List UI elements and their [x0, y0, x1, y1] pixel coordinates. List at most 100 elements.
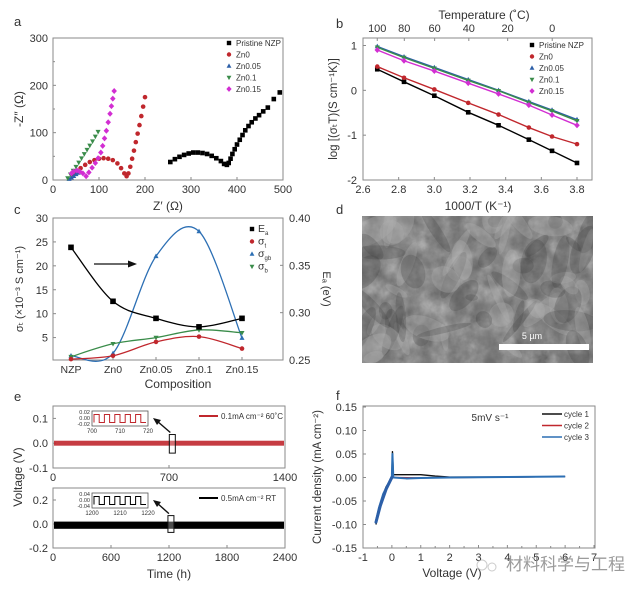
fit-line — [377, 46, 578, 122]
grain-facet — [362, 245, 406, 260]
inset-square-wave — [93, 414, 146, 423]
data-point — [140, 104, 146, 109]
plot-frame — [52, 217, 284, 361]
grain-facet — [578, 228, 593, 273]
grain-facet — [395, 292, 407, 343]
grain-facet — [362, 233, 384, 260]
legend-label: Ea — [258, 223, 269, 237]
data-point — [80, 170, 86, 177]
panel-letter-b: b — [336, 16, 343, 31]
data-point — [74, 167, 80, 174]
data-point — [496, 123, 501, 128]
top-x-tick-label: 40 — [463, 23, 475, 35]
grain-facet — [451, 240, 473, 280]
data-point — [465, 100, 471, 106]
data-point — [87, 143, 93, 149]
data-point — [111, 88, 117, 95]
x-tick-label: 700 — [160, 472, 178, 484]
legend-label: cycle 2 — [564, 422, 589, 431]
data-point — [432, 93, 437, 99]
grain-facet — [487, 274, 510, 323]
grain-facet — [378, 302, 393, 320]
data-point — [200, 150, 205, 156]
fit-line — [377, 49, 578, 126]
panel-letter-d: d — [336, 202, 343, 217]
grain-facet — [362, 307, 376, 353]
x-tick-label: 3.4 — [498, 184, 513, 196]
plot-frame — [362, 37, 593, 181]
grain-facet — [400, 254, 426, 289]
data-point — [249, 119, 255, 125]
data-point — [95, 129, 101, 135]
grain-facet — [440, 251, 467, 299]
y-tick-label: 0.0 — [33, 438, 48, 450]
data-point — [242, 128, 248, 133]
grain-facet — [363, 351, 384, 363]
y-tick-label: 100 — [30, 128, 48, 140]
y-tick-label: 0 — [42, 175, 48, 187]
series-curve — [70, 246, 243, 328]
data-point — [401, 57, 407, 64]
grain-facet — [362, 216, 397, 248]
grain-facet — [381, 305, 404, 356]
top-x-tick-label: 20 — [502, 23, 514, 35]
x-tick-label: 100 — [90, 184, 108, 196]
x-tick-label: 1 — [418, 552, 424, 564]
data-point — [230, 151, 235, 157]
grain-facet — [527, 216, 573, 237]
data-point — [177, 154, 182, 160]
data-point — [401, 75, 407, 81]
x-tick-label: 3.6 — [534, 184, 549, 196]
grain-facet — [386, 216, 415, 244]
data-point — [465, 80, 471, 87]
legend-marker — [249, 226, 255, 232]
grain-facet — [384, 308, 399, 342]
legend-label: Pristine NZP — [236, 39, 281, 48]
inset-pointer-arrow — [156, 420, 171, 434]
data-point — [127, 164, 133, 170]
x-tick-label: Zn0 — [104, 364, 122, 376]
x-tick-label: 4 — [504, 552, 510, 564]
x-tick-label: 2.6 — [355, 184, 370, 196]
data-point — [549, 148, 555, 154]
data-point — [574, 122, 580, 129]
grain-facet — [362, 287, 391, 328]
y-tick-label: 0 — [351, 85, 357, 97]
legend-marker — [529, 88, 535, 94]
voltage-trace-band — [54, 521, 284, 529]
data-point — [83, 173, 89, 180]
x-tick-label: 3.2 — [462, 184, 477, 196]
data-point — [82, 162, 88, 168]
x-tick-label: 7 — [591, 552, 597, 564]
subplot-top: 0 700 1400 -0.1 0.0 0.1 0.1mA cm⁻² 60˚C 0.020.0… — [29, 405, 297, 484]
x-axis-label: Time (h) — [147, 567, 191, 581]
series-zn0 — [71, 94, 148, 179]
data-point — [99, 142, 106, 149]
series-cycle-3 — [375, 453, 566, 521]
grain-facet — [419, 216, 451, 252]
data-point — [204, 151, 210, 157]
cv-curve — [375, 453, 566, 521]
y-axis-label: σₜ (×10⁻³ S cm⁻¹) — [14, 246, 26, 332]
grain-facet — [520, 239, 547, 284]
legend-marker — [529, 65, 535, 70]
data-point — [78, 156, 85, 161]
top-x-axis-label: Temperature (˚C) — [438, 8, 529, 22]
data-point — [115, 161, 120, 166]
data-point — [131, 148, 137, 153]
data-point — [214, 155, 219, 161]
data-point — [465, 110, 471, 115]
data-point — [226, 160, 232, 166]
grain-facet — [534, 302, 573, 336]
x-axis-label: Composition — [145, 377, 212, 391]
top-x-tick-label: 100 — [368, 23, 386, 35]
grain-facet — [501, 249, 521, 298]
inset-pointer-arrowhead — [153, 418, 161, 425]
data-point — [110, 157, 116, 163]
data-point — [73, 164, 79, 170]
data-point — [526, 102, 532, 109]
x-tick-label: 6 — [562, 552, 568, 564]
grain-facet — [446, 255, 472, 282]
x-tick-label: 2 — [447, 552, 453, 564]
inset-y-tick-label: 0.02 — [79, 410, 90, 416]
